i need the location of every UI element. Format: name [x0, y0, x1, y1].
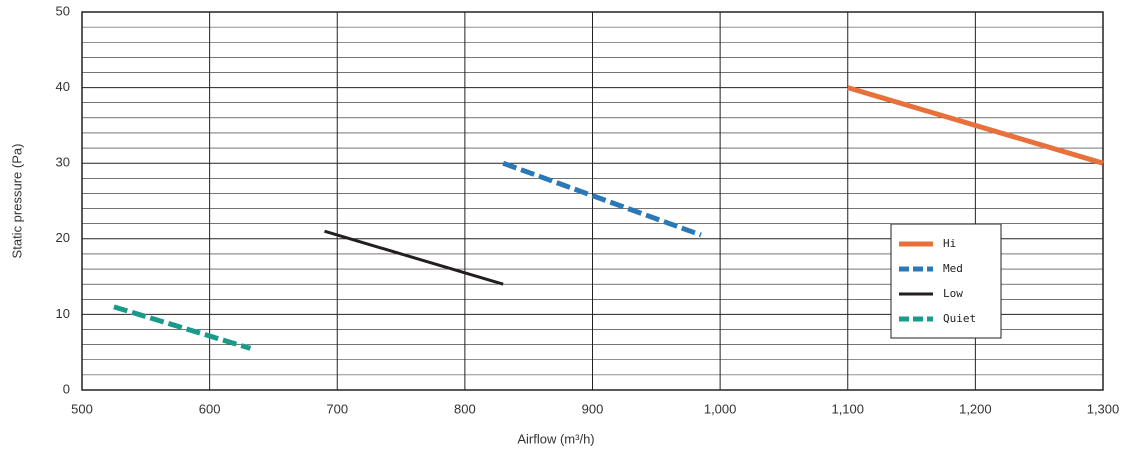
x-tick-label: 800 [454, 401, 476, 416]
x-tick-label: 1,000 [704, 401, 737, 416]
y-tick-label: 40 [56, 79, 70, 94]
series-line [502, 160, 702, 238]
y-tick-label: 20 [56, 230, 70, 245]
x-tick-label: 700 [326, 401, 348, 416]
legend: Hi Med Low Quiet [890, 223, 1002, 339]
y-axis-label: Static pressure (Pa) [9, 144, 24, 259]
x-axis-label: Airflow (m³/h) [517, 431, 594, 446]
x-tick-label: 500 [71, 401, 93, 416]
series-line [847, 85, 1104, 166]
legend-label: Med [943, 262, 963, 275]
series-line [113, 304, 252, 351]
legend-label: Low [943, 287, 963, 300]
y-tick-label: 10 [56, 306, 70, 321]
x-tick-label: 1,300 [1087, 401, 1120, 416]
series-line [324, 229, 504, 286]
x-tick-label: 1,100 [831, 401, 864, 416]
x-tick-label: 1,200 [959, 401, 992, 416]
legend-label: Hi [943, 237, 956, 250]
y-tick-label: 30 [56, 155, 70, 170]
y-tick-label: 50 [56, 3, 70, 18]
plot-frame [81, 11, 1104, 391]
x-tick-label: 900 [582, 401, 604, 416]
x-tick-label: 600 [199, 401, 221, 416]
y-tick-label: 0 [63, 381, 70, 396]
legend-label: Quiet [943, 312, 976, 325]
